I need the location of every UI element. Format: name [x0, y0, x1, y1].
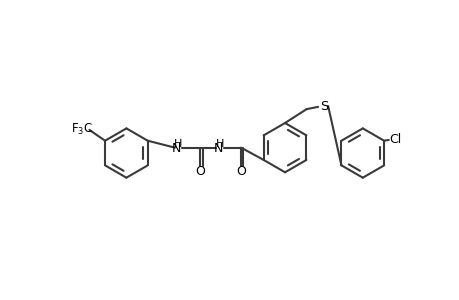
Text: N: N	[171, 142, 181, 155]
Text: O: O	[235, 165, 246, 178]
Text: H: H	[216, 139, 224, 149]
Text: N: N	[213, 142, 223, 155]
Text: H: H	[174, 139, 182, 149]
Text: F$_3$C: F$_3$C	[71, 122, 93, 137]
Text: O: O	[195, 165, 205, 178]
Text: Cl: Cl	[388, 133, 400, 146]
Text: S: S	[319, 100, 328, 112]
